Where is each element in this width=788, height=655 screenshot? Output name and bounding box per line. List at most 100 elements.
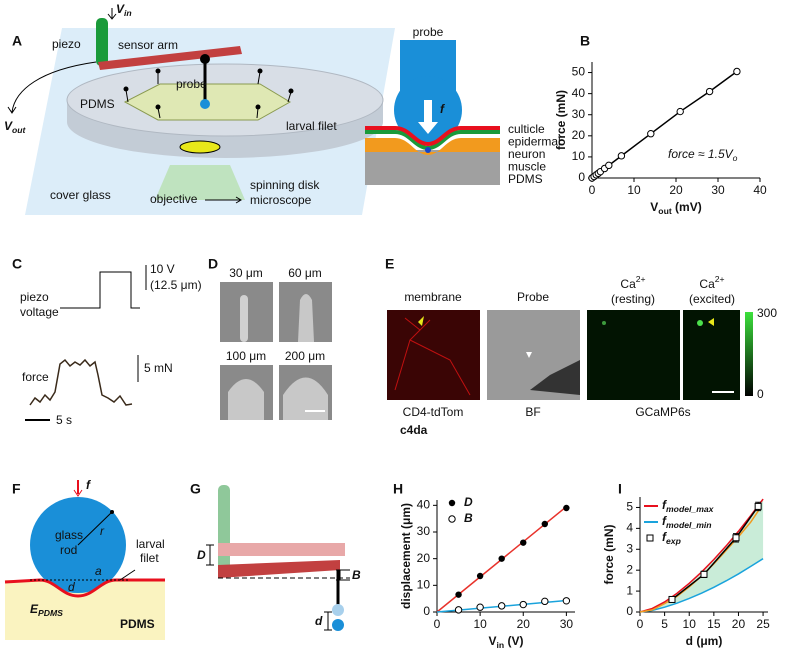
panel-label: B xyxy=(580,33,590,49)
pdms-label: PDMS xyxy=(120,617,155,631)
x-tick-label: 25 xyxy=(756,617,770,631)
point xyxy=(519,600,527,609)
point xyxy=(605,161,613,170)
y-tick-label: 0 xyxy=(423,604,430,618)
y-tick-label: 1 xyxy=(626,583,633,597)
piezo-label: piezo xyxy=(52,37,81,51)
x-axis-label-main: V xyxy=(488,634,496,648)
y-tick-label: 50 xyxy=(572,65,586,79)
v-in-label-sub: in xyxy=(124,8,132,18)
layer-label: muscle xyxy=(508,160,546,174)
y-tick-label: 20 xyxy=(417,551,431,565)
colorbar xyxy=(745,312,753,396)
e-pdms-label: EPDMS xyxy=(30,602,63,618)
series-line xyxy=(591,70,738,179)
colorbar-min: 0 xyxy=(757,387,764,401)
force-label: force xyxy=(22,370,49,384)
ca-label: Ca2+ xyxy=(620,274,645,291)
e-pdms-label-sub: PDMS xyxy=(38,608,63,618)
point xyxy=(754,502,762,510)
ca-label-sup: 2+ xyxy=(715,274,725,284)
x-tick-label: 20 xyxy=(669,183,683,197)
a-label: a xyxy=(95,564,102,578)
point xyxy=(617,152,626,160)
x-axis-label: Vin (V) xyxy=(488,634,523,650)
cd4-label: CD4-tdTom xyxy=(403,405,464,419)
objective-lens xyxy=(179,140,221,154)
point xyxy=(563,504,570,512)
v-in-label: Vin xyxy=(116,2,132,18)
membrane-label: membrane xyxy=(404,290,462,304)
y-tick-label: 4 xyxy=(626,521,633,535)
series-line xyxy=(639,558,764,613)
panel-label: E xyxy=(385,256,394,272)
ca-label-sup: 2+ xyxy=(636,274,646,284)
point xyxy=(733,67,741,76)
point xyxy=(541,597,549,606)
ca-label-main: Ca xyxy=(699,277,715,291)
rod-label: rod xyxy=(60,543,77,557)
light-cone xyxy=(155,165,245,200)
point xyxy=(646,534,654,542)
point xyxy=(562,597,571,605)
resting-image xyxy=(587,310,680,400)
panel-label: A xyxy=(12,33,22,49)
probe-label: probe xyxy=(176,77,207,91)
x-axis-label: d (μm) xyxy=(686,634,723,648)
y-tick-label: 20 xyxy=(572,128,586,142)
size-label: 60 μm xyxy=(288,266,322,280)
y-axis-label: force (mN) xyxy=(554,90,568,150)
y-tick-label: 3 xyxy=(626,541,633,555)
shaded-band xyxy=(640,499,764,612)
point xyxy=(541,520,549,528)
point xyxy=(454,606,463,614)
series-line xyxy=(671,505,759,601)
y-tick-label: 30 xyxy=(417,524,431,538)
layer-label: culticle xyxy=(508,122,545,136)
x-tick-label: 0 xyxy=(637,617,644,631)
x-axis-label-main: d xyxy=(686,634,693,648)
e-pdms-label-main: E xyxy=(30,602,39,616)
b-label: B xyxy=(352,568,361,582)
y-tick-label: 0 xyxy=(578,170,585,184)
layer-label: PDMS xyxy=(508,172,543,186)
annotation-sub: o xyxy=(733,153,738,163)
scale-label: 5 s xyxy=(56,413,72,427)
point xyxy=(498,555,505,562)
membrane-image xyxy=(387,310,480,400)
excited-image xyxy=(683,310,740,400)
probe-tip xyxy=(200,99,210,109)
legend-label-sub: model_max xyxy=(666,504,715,514)
point xyxy=(732,534,740,542)
v-out-label-main: V xyxy=(4,119,13,133)
size-label: 200 μm xyxy=(285,349,325,363)
legend-label-main: f xyxy=(662,498,667,512)
d-label: D xyxy=(197,548,206,562)
piezo-trace xyxy=(60,271,140,309)
panel-label: F xyxy=(12,481,21,497)
probe-label: probe xyxy=(413,25,444,39)
point xyxy=(668,595,676,603)
r-label: r xyxy=(100,524,105,538)
sensor-arm xyxy=(98,46,242,70)
x-tick-label: 30 xyxy=(711,183,725,197)
panel-label: I xyxy=(618,481,622,497)
v-in-label-main: V xyxy=(116,2,125,16)
piezo xyxy=(96,18,108,66)
x-tick-label: 40 xyxy=(753,183,767,197)
larval-filet-label: larval filet xyxy=(286,119,337,133)
x-axis-label-rest: (mV) xyxy=(672,200,702,214)
voltage-label: voltage xyxy=(20,305,59,319)
gcamp-label: GCaMP6s xyxy=(635,405,690,419)
force-label: f xyxy=(86,478,91,492)
point xyxy=(520,539,527,546)
pins xyxy=(125,71,292,119)
point xyxy=(700,570,708,578)
point xyxy=(455,591,462,598)
x-tick-label: 5 xyxy=(661,617,668,631)
legend-label: fexp xyxy=(662,530,681,546)
y-tick-label: 30 xyxy=(572,107,586,121)
panel-label: D xyxy=(208,256,218,272)
panel-label: C xyxy=(12,256,22,272)
point xyxy=(676,107,684,116)
